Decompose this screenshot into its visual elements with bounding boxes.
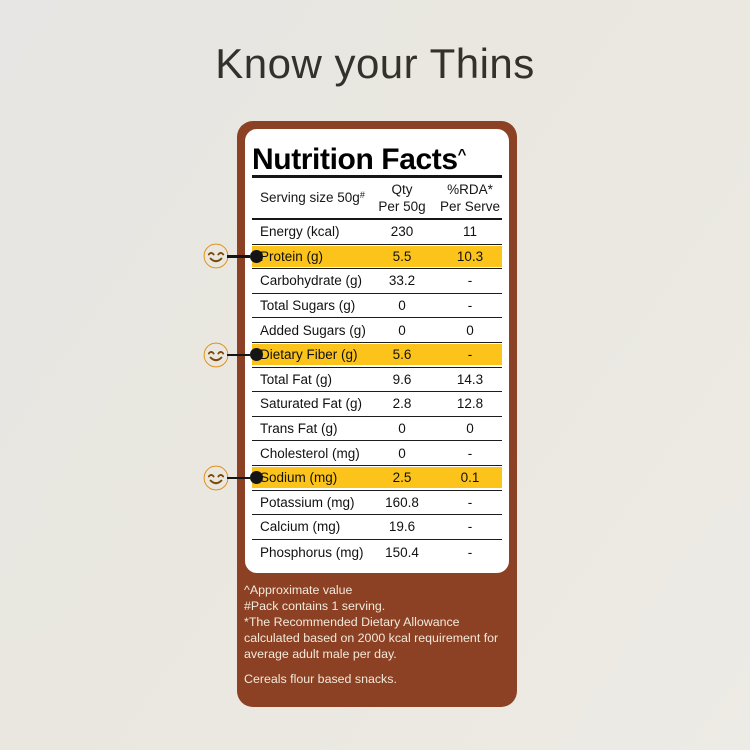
- connector-dot: [250, 348, 263, 362]
- nutrient-qty: 9.6: [392, 371, 412, 387]
- row-marker: [203, 243, 263, 269]
- nutrient-rda: -: [467, 519, 473, 535]
- nutrient-row: Potassium (mg) 160.8 -: [252, 491, 502, 516]
- nutrient-qty: 0: [398, 298, 406, 314]
- serving-size-superscript: #: [359, 190, 365, 200]
- nutrient-row: Phosphorus (mg) 150.4 -: [252, 540, 502, 565]
- nutrient-row: Dietary Fiber (g) 5.6 -: [203, 342, 502, 368]
- nutrient-row: Energy (kcal) 230 11: [252, 220, 502, 245]
- nutrient-rda: -: [467, 298, 473, 314]
- nutrient-name: Added Sugars (g): [260, 322, 366, 338]
- nutrition-facts-title-text: Nutrition Facts: [252, 143, 458, 176]
- nutrient-row: Saturated Fat (g) 2.8 12.8: [252, 392, 502, 417]
- connector-dot: [250, 471, 263, 485]
- page-title: Know your Thins: [215, 40, 535, 87]
- nutrition-facts-title: Nutrition Facts^: [250, 129, 504, 176]
- nutrient-rda: 14.3: [456, 371, 484, 387]
- nutrient-row: Calcium (mg) 19.6 -: [252, 515, 502, 540]
- nutrition-facts-panel: Nutrition Facts^ Serving size 50g# Qty P…: [203, 129, 509, 573]
- nutrient-rda: 0.1: [460, 470, 480, 486]
- nutrient-name: Dietary Fiber (g): [260, 347, 358, 363]
- nutrient-qty: 2.8: [392, 396, 412, 412]
- nutrient-rda: -: [467, 544, 473, 560]
- nutrient-rda: 10.3: [456, 248, 484, 264]
- smiley-emoji-icon: [203, 342, 229, 368]
- rda-header-line2: Per Serve: [439, 198, 501, 214]
- nutrient-rda: 11: [462, 224, 477, 240]
- nutrient-rda: -: [467, 445, 473, 461]
- footnote-approximate: ^Approximate value: [244, 583, 353, 597]
- nutrient-name: Protein (g): [260, 248, 324, 264]
- smiley-emoji-icon: [203, 244, 229, 269]
- nutrient-rda: 0: [466, 421, 474, 437]
- nutrient-name: Total Fat (g): [260, 371, 333, 387]
- nutrient-row: Total Fat (g) 9.6 14.3: [252, 368, 502, 393]
- connector-line: [227, 255, 250, 258]
- nutrient-table: Energy (kcal) 230 11 Protein: [203, 220, 502, 565]
- nutrient-qty: 19.6: [388, 519, 416, 535]
- nutrient-rda: 0: [466, 322, 474, 338]
- nutrient-name: Calcium (mg): [260, 519, 341, 535]
- nutrient-qty: 0: [398, 421, 406, 437]
- nutrient-name: Potassium (mg): [260, 494, 355, 510]
- nutrient-rda: -: [467, 347, 473, 363]
- nutrient-rda: -: [467, 494, 473, 510]
- connector-dot: [250, 249, 263, 263]
- footnote-rda: *The Recommended Dietary Allowance calcu…: [244, 615, 499, 661]
- nutrient-row: Trans Fat (g) 0 0: [252, 417, 502, 442]
- serving-size-text: Serving size 50g: [260, 190, 360, 205]
- serving-size-header: Serving size 50g#: [252, 190, 366, 205]
- nutrient-qty: 5.5: [392, 248, 412, 264]
- nutrient-qty: 150.4: [385, 544, 419, 560]
- nutrient-rda: 12.8: [456, 396, 484, 412]
- footnote-product: Cereals flour based snacks.: [244, 672, 397, 686]
- nutrient-row: Protein (g) 5.5 10.3: [203, 244, 502, 270]
- table-header: Serving size 50g# Qty Per 50g %RDA* Per …: [252, 178, 502, 218]
- nutrient-qty: 0: [398, 445, 406, 461]
- connector-line: [227, 476, 250, 479]
- nutrition-card: Nutrition Facts^ Serving size 50g# Qty P…: [203, 121, 517, 707]
- qty-header-line1: Qty: [391, 181, 413, 197]
- nutrient-name: Sodium (mg): [260, 470, 338, 486]
- nutrient-name: Carbohydrate (g): [260, 273, 363, 289]
- qty-header-line2: Per 50g: [378, 198, 426, 214]
- connector-line: [227, 353, 250, 356]
- row-marker: [203, 342, 263, 368]
- nutrient-qty: 160.8: [385, 494, 419, 510]
- divider-thick-header: [252, 217, 502, 220]
- nutrient-row: Sodium (mg) 2.5 0.1: [203, 465, 502, 491]
- nutrient-name: Cholesterol (mg): [260, 445, 360, 461]
- nutrient-name: Energy (kcal): [260, 224, 340, 240]
- nutrient-name: Phosphorus (mg): [260, 544, 364, 560]
- smiley-emoji-icon: [203, 465, 229, 491]
- divider-thick-top: [252, 175, 502, 178]
- nutrient-row: Carbohydrate (g) 33.2 -: [252, 269, 502, 294]
- nutrient-qty: 230: [390, 224, 414, 240]
- nutrient-name: Saturated Fat (g): [260, 396, 363, 412]
- nutrient-qty: 2.5: [392, 470, 412, 486]
- nutrient-name: Trans Fat (g): [260, 421, 338, 437]
- nutrient-row: Total Sugars (g) 0 -: [252, 294, 502, 319]
- nutrient-rda: -: [467, 273, 473, 289]
- nutrient-qty: 5.6: [392, 347, 412, 363]
- footnote-pack: #Pack contains 1 serving.: [244, 599, 386, 613]
- nutrient-name: Total Sugars (g): [260, 298, 356, 314]
- rda-column-header: %RDA* Per Serve: [438, 181, 502, 215]
- nutrient-qty: 33.2: [388, 273, 416, 289]
- row-marker: [203, 465, 263, 491]
- title-superscript: ^: [457, 146, 467, 163]
- nutrient-row: Added Sugars (g) 0 0: [252, 318, 502, 343]
- nutrient-row: Cholesterol (mg) 0 -: [252, 441, 502, 466]
- rda-header-line1: %RDA*: [447, 181, 493, 197]
- footnotes: ^Approximate value #Pack contains 1 serv…: [237, 582, 517, 687]
- qty-column-header: Qty Per 50g: [366, 181, 438, 215]
- nutrient-qty: 0: [398, 322, 406, 338]
